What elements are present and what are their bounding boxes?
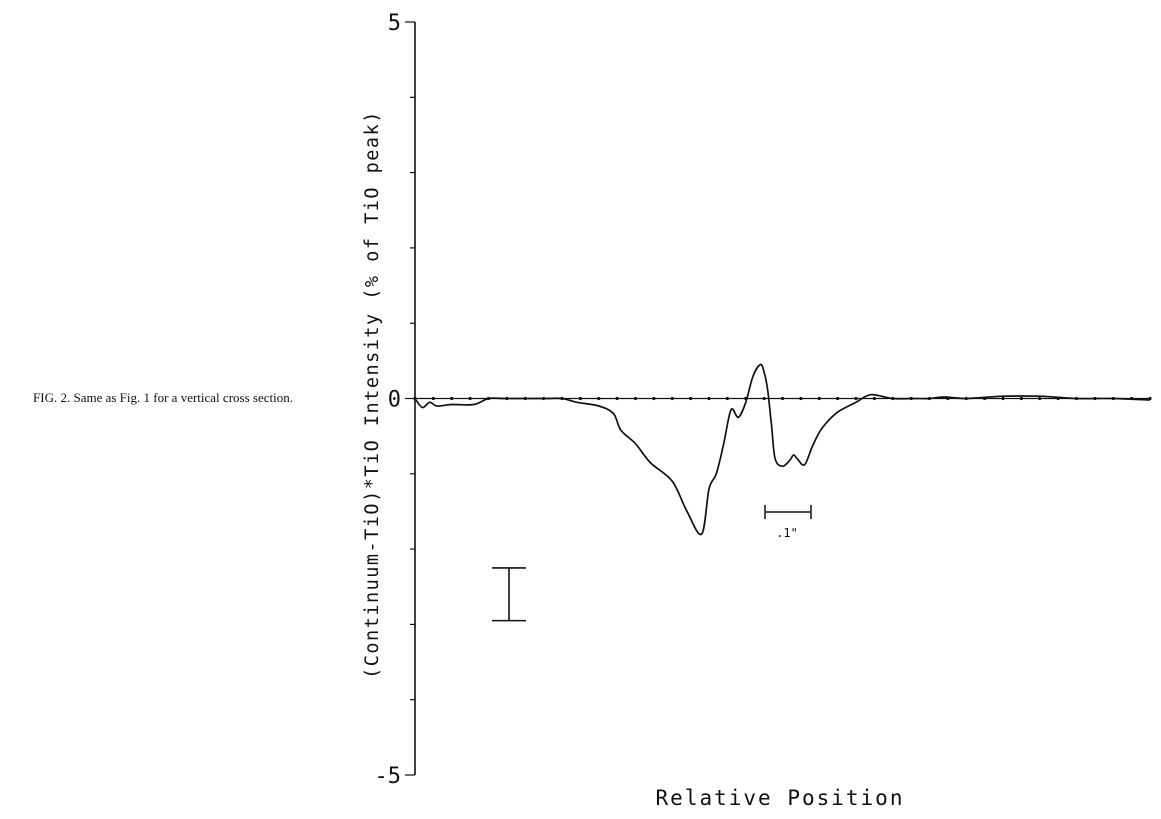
- y-axis-ticks: [405, 21, 415, 776]
- zero-line-marker: [799, 396, 803, 401]
- scale-bar: [764, 505, 812, 519]
- scale-bar-label: .1": [776, 526, 798, 540]
- zero-line-marker: [1001, 396, 1005, 401]
- zero-line-marker: [615, 396, 619, 401]
- zero-line-marker: [817, 396, 821, 401]
- zero-line-marker: [836, 396, 840, 401]
- series-line: [414, 363, 1151, 536]
- zero-line-marker: [689, 396, 693, 401]
- zero-line-marker: [762, 396, 766, 401]
- zero-line-marker: [1038, 396, 1042, 401]
- zero-line-marker: [597, 396, 601, 401]
- zero-line-marker: [707, 396, 711, 401]
- x-axis-label: Relative Position: [656, 786, 905, 810]
- zero-line-marker: [725, 396, 729, 401]
- zero-line-marker: [854, 396, 858, 401]
- zero-line-marker: [450, 396, 454, 401]
- zero-line-marker: [872, 396, 876, 401]
- zero-line-marker: [578, 396, 582, 401]
- zero-line-marker: [780, 396, 785, 401]
- zero-line-marker: [652, 396, 656, 401]
- y-tick-label: 5: [388, 11, 401, 36]
- y-axis-label: (Continuum-TiO)*TiO Intensity (% of TiO …: [362, 110, 383, 679]
- zero-line-marker: [670, 396, 674, 401]
- y-tick-label: -5: [375, 764, 402, 789]
- error-bar: [492, 567, 526, 622]
- y-tick-label: 0: [388, 388, 401, 413]
- figure-caption: FIG. 2. Same as Fig. 1 for a vertical cr…: [33, 390, 293, 405]
- zero-line-marker: [468, 396, 472, 401]
- zero-line-marker: [633, 396, 638, 401]
- zero-line-marker: [1019, 396, 1023, 401]
- zero-line-marker: [431, 396, 435, 401]
